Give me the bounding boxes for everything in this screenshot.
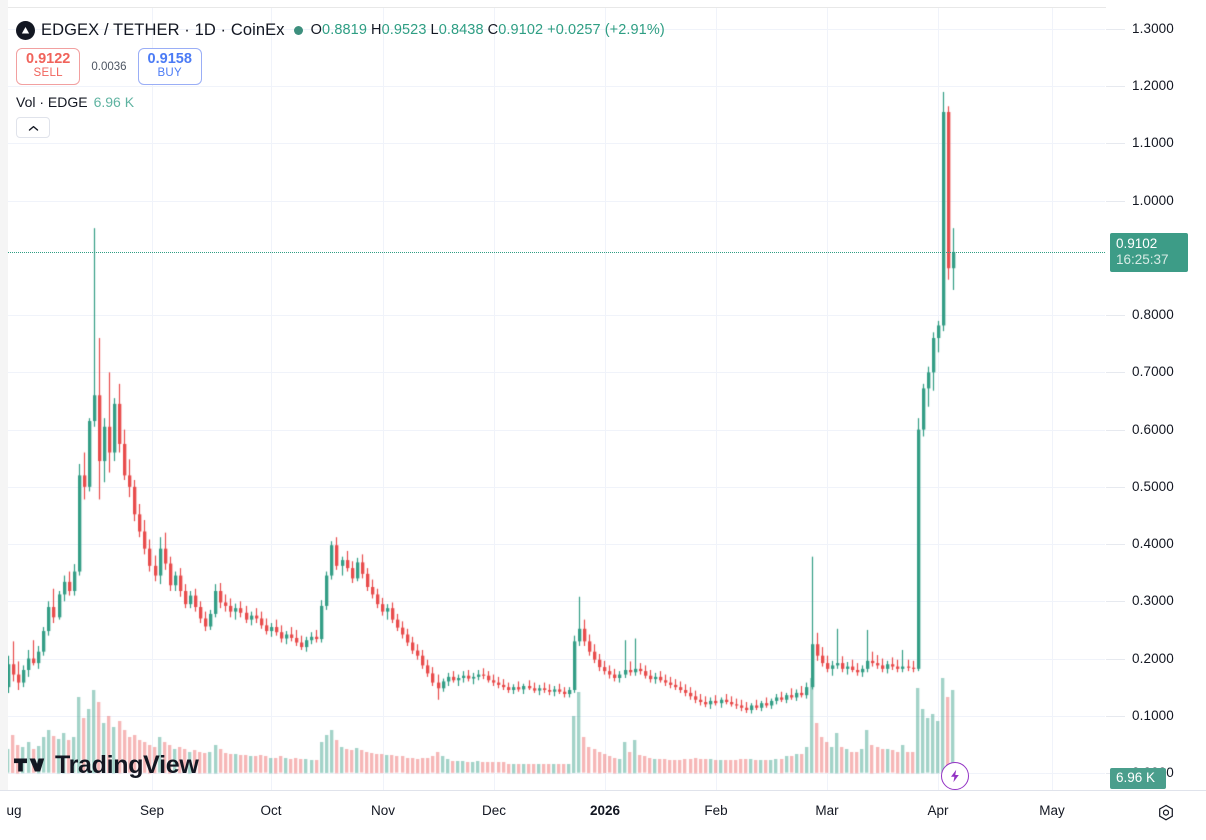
- time-tick-label: Nov: [370, 803, 396, 818]
- price-tick-dash: [1106, 486, 1125, 488]
- sell-label: SELL: [33, 67, 63, 79]
- ohlc-value: 0.8819: [322, 22, 367, 38]
- change-abs: +0.0257: [547, 22, 601, 38]
- current-price-line: [8, 252, 1105, 254]
- volume-legend-value: 6.96 K: [93, 94, 135, 110]
- price-tick-label: 0.1000: [1132, 707, 1174, 723]
- left-gutter: [0, 0, 8, 840]
- chevron-up-icon: [28, 119, 39, 137]
- price-tick-label: 0.2000: [1132, 650, 1174, 666]
- tradingview-mark-icon: [14, 752, 48, 779]
- price-tick-label: 0.8000: [1132, 307, 1174, 323]
- buy-button[interactable]: 0.9158 BUY: [137, 48, 202, 85]
- price-tick-label: 1.3000: [1132, 21, 1174, 36]
- quote-row: 0.9122 SELL 0.0036 0.9158 BUY: [16, 48, 665, 85]
- time-tick-label: Sep: [139, 803, 165, 818]
- ohlc-values: O0.8819 H0.9523 L0.8438 C0.9102 +0.0257 (+2.9…: [311, 22, 665, 38]
- current-price-badge: 0.9102 16:25:37: [1110, 233, 1188, 273]
- price-tick-dash: [1106, 715, 1125, 717]
- change-pct: (+2.91%): [604, 22, 665, 38]
- volume-legend-label: Vol · EDGE: [16, 94, 88, 110]
- symbol-title[interactable]: EDGEX / TETHER · 1D · CoinEx: [41, 20, 285, 39]
- spread-value: 0.0036: [91, 60, 127, 73]
- time-tick-label: ug: [6, 803, 22, 818]
- time-tick-label: Dec: [481, 803, 507, 818]
- ohlc-value: 0.9102: [498, 22, 544, 38]
- time-tick-label: May: [1039, 803, 1065, 818]
- price-tick-dash: [1106, 429, 1125, 431]
- price-tick-label: 0.3000: [1132, 593, 1174, 609]
- lightning-bolt-icon[interactable]: [941, 762, 969, 790]
- current-price-value: 0.9102: [1116, 236, 1158, 252]
- buy-price: 0.9158: [147, 51, 192, 67]
- price-tick-dash: [1106, 601, 1125, 603]
- price-tick-label: 1.0000: [1132, 192, 1174, 208]
- price-tick-dash: [1106, 143, 1125, 145]
- price-tick-dash: [1106, 315, 1125, 317]
- sell-price: 0.9122: [26, 51, 71, 67]
- price-tick-dash: [1106, 86, 1125, 88]
- chart-legend: EDGEX / TETHER · 1D · CoinEx O0.8819 H0.9…: [16, 18, 665, 138]
- price-tick-dash: [1106, 200, 1125, 202]
- current-price-time: 16:25:37: [1116, 252, 1169, 268]
- time-tick-label: 2026: [589, 803, 621, 818]
- time-tick-label: Oct: [260, 803, 282, 818]
- ohlc-key: O: [310, 22, 323, 38]
- time-tick-label: Feb: [704, 803, 728, 818]
- ohlc-value: 0.9523: [381, 22, 427, 38]
- price-tick-dash: [1106, 544, 1125, 546]
- tradingview-wordmark: TradingView: [55, 751, 199, 779]
- axis-separator: [0, 790, 1206, 791]
- ohlc-key: L: [430, 22, 439, 38]
- time-axis[interactable]: ug Sep Oct Nov Dec 2026 Feb Mar Apr May: [0, 791, 1206, 840]
- price-tick-label: 1.2000: [1132, 78, 1174, 94]
- price-tick-label: 1.1000: [1132, 135, 1174, 151]
- price-tick-label: 0.4000: [1132, 536, 1174, 552]
- ohlc-key: H: [370, 22, 382, 38]
- ohlc-value: 0.8438: [438, 22, 484, 38]
- sell-button[interactable]: 0.9122 SELL: [16, 48, 81, 85]
- price-axis[interactable]: 1.3000 1.2000 1.1000 1.0000 0.8000 0.7000 0.60…: [1106, 0, 1206, 790]
- price-tick-dash: [1106, 29, 1125, 30]
- buy-label: BUY: [157, 67, 182, 79]
- ohlc-key: C: [487, 22, 499, 38]
- symbol-row[interactable]: EDGEX / TETHER · 1D · CoinEx O0.8819 H0.9…: [16, 18, 665, 42]
- time-tick-label: Mar: [815, 803, 839, 818]
- time-tick-label: Apr: [927, 803, 949, 818]
- market-open-dot-icon: [293, 25, 303, 35]
- collapse-pane-button[interactable]: [16, 117, 50, 138]
- settings-hex-icon[interactable]: [1155, 802, 1177, 824]
- price-tick-label: 0.6000: [1132, 421, 1174, 437]
- price-tick-label: 0.7000: [1132, 364, 1174, 380]
- current-volume-badge: 6.96 K: [1110, 768, 1166, 789]
- price-chart-canvas[interactable]: [8, 8, 1105, 790]
- top-border: [8, 7, 1206, 8]
- price-tick-dash: [1106, 372, 1125, 374]
- tradingview-watermark[interactable]: TradingView: [14, 751, 199, 780]
- price-tick-label: 0.5000: [1132, 478, 1174, 494]
- volume-legend[interactable]: Vol · EDGE 6.96 K: [16, 94, 665, 110]
- price-tick-dash: [1106, 658, 1125, 660]
- edgex-triangle-logo-icon: [16, 20, 35, 40]
